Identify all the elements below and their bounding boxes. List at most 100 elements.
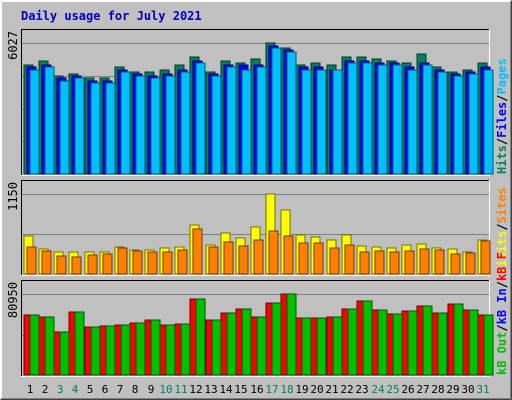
legend-separator: / bbox=[495, 138, 509, 145]
bar-sites-day-10 bbox=[162, 251, 173, 275]
bar-kb-out-day-22 bbox=[347, 308, 358, 376]
bar-pages-day-19 bbox=[301, 69, 312, 175]
bar-pages-day-7 bbox=[120, 71, 131, 175]
bar-kb-out-day-11 bbox=[180, 323, 191, 376]
legend-visits: Visits bbox=[495, 231, 509, 274]
bar-sites-day-17 bbox=[268, 230, 279, 275]
bar-sites-day-12 bbox=[192, 228, 203, 275]
bar-sites-day-26 bbox=[404, 250, 415, 275]
panel-visits-sites: 1150 Visits/Sites bbox=[6, 180, 509, 276]
bar-kb-out-day-24 bbox=[377, 309, 388, 376]
y-axis-max-label: 80950 bbox=[6, 282, 20, 318]
day-label-18: 18 bbox=[280, 383, 293, 396]
bar-sites-day-6 bbox=[102, 253, 113, 275]
bar-kb-out-day-9 bbox=[150, 319, 161, 376]
day-label-22: 22 bbox=[340, 383, 353, 396]
day-label-24: 24 bbox=[371, 383, 385, 396]
bar-sites-day-11 bbox=[177, 249, 188, 275]
series-sites bbox=[26, 228, 491, 275]
day-label-28: 28 bbox=[431, 383, 444, 396]
bar-kb-out-day-16 bbox=[256, 316, 267, 376]
day-label-17: 17 bbox=[265, 383, 278, 396]
day-label-10: 10 bbox=[159, 383, 172, 396]
legend-kb-f: kB F bbox=[495, 252, 509, 281]
bar-pages-day-21 bbox=[332, 69, 343, 175]
bar-sites-day-9 bbox=[147, 251, 158, 275]
bar-kb-out-day-27 bbox=[422, 305, 433, 376]
day-label-30: 30 bbox=[461, 383, 474, 396]
bar-kb-out-day-21 bbox=[332, 316, 343, 376]
bar-pages-day-30 bbox=[468, 73, 479, 175]
y-axis-max-label: 1150 bbox=[6, 182, 20, 211]
bar-kb-out-day-31 bbox=[483, 314, 494, 376]
y-axis-max-label: 6027 bbox=[6, 31, 20, 60]
day-label-1: 1 bbox=[27, 383, 34, 396]
bar-pages-day-16 bbox=[256, 66, 267, 175]
bar-pages-day-1 bbox=[29, 69, 40, 175]
bar-pages-day-28 bbox=[437, 71, 448, 175]
series-kb-f bbox=[23, 293, 488, 376]
bar-kb-out-day-28 bbox=[437, 312, 448, 376]
day-label-3: 3 bbox=[57, 383, 64, 396]
day-label-27: 27 bbox=[416, 383, 429, 396]
bar-kb-out-day-10 bbox=[165, 324, 176, 376]
bar-kb-out-day-25 bbox=[392, 313, 403, 376]
bar-pages-day-18 bbox=[286, 51, 297, 175]
bar-sites-day-19 bbox=[298, 242, 309, 275]
day-label-2: 2 bbox=[42, 383, 49, 396]
bar-sites-day-1 bbox=[26, 246, 37, 275]
bar-sites-day-18 bbox=[283, 235, 294, 275]
legend-pages: Pages bbox=[495, 58, 509, 94]
legend-separator: / bbox=[495, 95, 509, 102]
bar-kb-out-day-4 bbox=[74, 311, 85, 376]
day-label-4: 4 bbox=[72, 383, 79, 396]
bar-kb-out-day-23 bbox=[362, 300, 373, 376]
bar-pages-day-31 bbox=[483, 69, 494, 175]
bar-pages-day-17 bbox=[271, 47, 282, 175]
bar-pages-day-20 bbox=[316, 69, 327, 175]
bar-pages-day-27 bbox=[422, 64, 433, 175]
bar-pages-day-4 bbox=[74, 77, 85, 175]
chart-title: Daily usage for July 2021 bbox=[21, 9, 202, 23]
bar-pages-day-23 bbox=[362, 62, 373, 175]
bar-sites-day-22 bbox=[344, 244, 355, 275]
day-label-5: 5 bbox=[87, 383, 94, 396]
panel-hits-files-pages: 6027 Hits/Files/Pages bbox=[6, 29, 509, 176]
day-label-25: 25 bbox=[386, 383, 399, 396]
bar-sites-day-30 bbox=[465, 252, 476, 275]
chart-panels: 6027 Hits/Files/Pages 1150 Visits/Sites 8095… bbox=[6, 29, 509, 377]
bar-sites-day-3 bbox=[56, 255, 67, 275]
bar-pages-day-22 bbox=[347, 62, 358, 175]
bar-sites-day-15 bbox=[238, 245, 249, 275]
bar-pages-day-8 bbox=[135, 75, 146, 175]
legend-top: Hits/Files/Pages bbox=[495, 58, 509, 174]
bar-sites-day-16 bbox=[253, 239, 264, 275]
bar-sites-day-14 bbox=[223, 241, 234, 275]
bar-pages-day-24 bbox=[377, 64, 388, 175]
legend-kb-out: kB Out bbox=[495, 332, 509, 375]
series-kb-out bbox=[29, 293, 494, 376]
day-label-8: 8 bbox=[132, 383, 139, 396]
bar-pages-day-5 bbox=[90, 82, 101, 175]
bar-pages-day-2 bbox=[44, 66, 55, 175]
bar-kb-out-day-12 bbox=[195, 298, 206, 376]
bar-pages-day-3 bbox=[59, 80, 70, 175]
bar-kb-out-day-18 bbox=[286, 293, 297, 376]
bar-kb-out-day-15 bbox=[241, 308, 252, 376]
bar-sites-day-13 bbox=[208, 246, 219, 275]
legend-files: Files bbox=[495, 102, 509, 138]
bar-sites-day-25 bbox=[389, 251, 400, 275]
day-label-14: 14 bbox=[219, 383, 233, 396]
legend-separator: / bbox=[495, 324, 509, 331]
day-label-6: 6 bbox=[102, 383, 109, 396]
bar-kb-out-day-30 bbox=[468, 309, 479, 376]
legend-kb-in: kB In bbox=[495, 288, 509, 324]
series-pages bbox=[29, 47, 494, 175]
day-label-23: 23 bbox=[355, 383, 368, 396]
bar-pages-day-12 bbox=[195, 62, 206, 175]
day-label-29: 29 bbox=[446, 383, 459, 396]
legend-middle: Visits/Sites bbox=[495, 187, 509, 274]
bar-sites-day-21 bbox=[329, 247, 340, 275]
bar-kb-out-day-7 bbox=[120, 324, 131, 376]
